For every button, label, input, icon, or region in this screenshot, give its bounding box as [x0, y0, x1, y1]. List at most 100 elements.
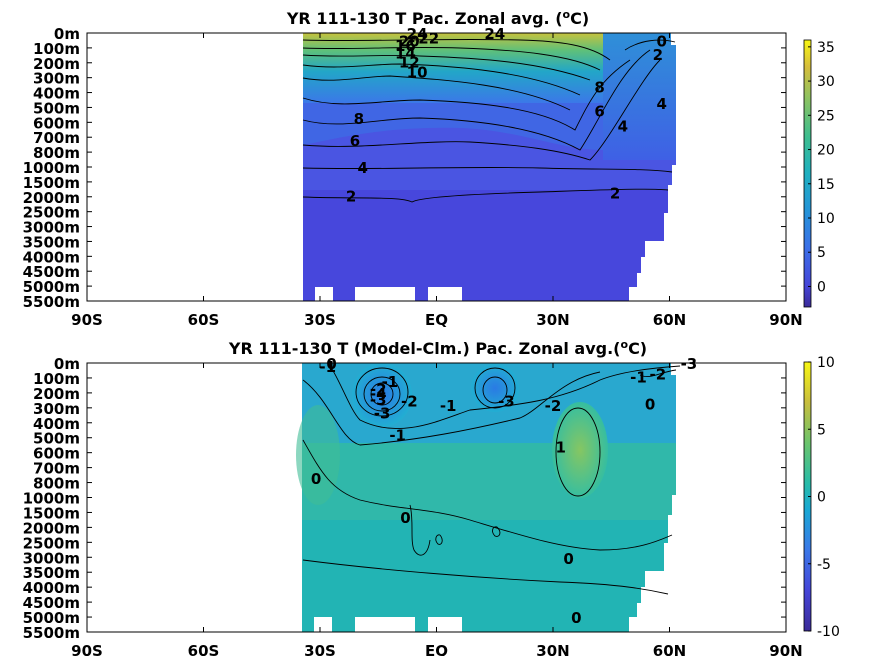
- top-deep-water: [303, 190, 681, 301]
- bottom-title: YR 111-130 T (Model-Clm.) Pac. Zonal avg…: [228, 338, 647, 358]
- bottom-y-axis: 0m100m200m300m400m500m600m700m800m1000m1…: [23, 355, 786, 642]
- top-y-tick-label: 4500m: [23, 263, 80, 281]
- top-colorbar-tick-label: 20: [817, 143, 835, 159]
- top-y-tick-label: 300m: [33, 70, 80, 88]
- bottom-x-axis: 90S 60S 30S EQ 30N 60N 90N: [71, 363, 803, 656]
- top-contour-label: 8: [354, 110, 364, 128]
- top-contour-label: 2: [346, 187, 356, 205]
- top-y-axis: 0m100m200m300m400m500m600m700m800m1000m1…: [23, 25, 786, 311]
- top-y-tick-label: 200m: [33, 55, 80, 73]
- top-y-tick-label: 700m: [33, 129, 80, 147]
- top-colorbar-tick-label: 10: [817, 211, 835, 227]
- bottom-contour-label: 0: [563, 550, 573, 568]
- top-contour-label: 6: [594, 102, 604, 120]
- bottom-y-tick-label: 3000m: [23, 549, 80, 567]
- bottom-y-tick-label: 3500m: [23, 564, 80, 582]
- bottom-x-tick-label: EQ: [425, 642, 448, 656]
- top-contour-label: 4: [357, 159, 367, 177]
- top-x-axis: 90S 60S 30S EQ 30N 60N 90N: [71, 33, 803, 329]
- top-y-tick-label: 2000m: [23, 189, 80, 207]
- top-contour-label: 16: [395, 37, 416, 55]
- top-contour-label: 4: [657, 95, 667, 113]
- top-y-tick-label: 5500m: [23, 293, 80, 311]
- bottom-y-tick-label: 5000m: [23, 609, 80, 627]
- top-contour-label: 8: [594, 79, 604, 97]
- top-contour-label: 4: [618, 117, 628, 135]
- top-title-superscript: o: [563, 8, 571, 21]
- bottom-y-tick-label: 400m: [33, 415, 80, 433]
- bottom-y-tick-label: 1000m: [23, 490, 80, 508]
- bottom-y-tick-label: 4000m: [23, 579, 80, 597]
- top-x-tick-label: 30N: [536, 311, 569, 329]
- bottom-colorbar-ticks: 10 5 0 -5 -10: [808, 355, 840, 640]
- top-north-region: [603, 33, 681, 160]
- bottom-y-tick-label: 300m: [33, 400, 80, 418]
- bottom-y-tick-label: 1500m: [23, 504, 80, 522]
- top-plot-area: [302, 33, 706, 301]
- top-y-tick-label: 1000m: [23, 159, 80, 177]
- bottom-contour-label: -1: [382, 373, 399, 391]
- top-panel: YR 111-130 T Pac. Zonal avg. (oC): [23, 8, 835, 329]
- bottom-mid-layer: [302, 443, 681, 520]
- top-y-tick-label: 3000m: [23, 219, 80, 237]
- bottom-cold-anomaly-south: [352, 363, 412, 427]
- top-y-tick-label: 3500m: [23, 233, 80, 251]
- bottom-y-tick-label: 2500m: [23, 534, 80, 552]
- top-contour-label: 22: [418, 29, 439, 47]
- bottom-cold-anomaly-north: [471, 364, 519, 412]
- bottom-contour-label: 0: [326, 355, 336, 373]
- bottom-x-tick-label: 90S: [71, 642, 103, 656]
- top-colorbar-tick-label: 15: [817, 177, 835, 193]
- bottom-contour-label: -1: [319, 358, 336, 376]
- bottom-y-tick-label: 100m: [33, 370, 80, 388]
- top-colorbar-ticks: 35 30 25 20 15 10 5 0: [808, 40, 835, 295]
- top-y-tick-label: 100m: [33, 40, 80, 58]
- top-contour-label: 6: [350, 132, 360, 150]
- bottom-contour-label: -1: [389, 427, 406, 445]
- bottom-contour-label: 0: [645, 395, 655, 413]
- top-y-tick-label: 5000m: [23, 278, 80, 296]
- bottom-y-tick-label: 700m: [33, 460, 80, 478]
- bottom-y-tick-label: 800m: [33, 475, 80, 493]
- top-colorbar-tick-label: 30: [817, 74, 835, 90]
- top-x-tick-label: 60S: [188, 311, 220, 329]
- top-x-tick-label: 30S: [304, 311, 336, 329]
- top-contour-label: 24: [484, 25, 505, 43]
- bottom-y-tick-label: 2000m: [23, 519, 80, 537]
- bottom-contour-label: 1: [556, 439, 566, 457]
- bottom-colorbar-tick-label: 10: [817, 355, 835, 371]
- bottom-colorbar-tick-label: -10: [817, 624, 840, 640]
- bottom-contour-label: -1: [630, 368, 647, 386]
- bottom-y-tick-label: 0m: [54, 355, 80, 373]
- bottom-colorbar-tick-label: 0: [817, 490, 826, 506]
- top-x-tick-label: 90S: [71, 311, 103, 329]
- top-x-tick-label: 90N: [769, 311, 802, 329]
- top-warm-pool: [303, 33, 603, 103]
- bottom-warm-west: [296, 405, 340, 505]
- top-y-tick-label: 4000m: [23, 248, 80, 266]
- bottom-x-tick-label: 60S: [188, 642, 220, 656]
- top-colorbar-tick-label: 0: [817, 279, 826, 295]
- bottom-contour-label: -3: [370, 391, 387, 409]
- top-y-tick-label: 2500m: [23, 204, 80, 222]
- top-colorbar-tick-label: 5: [817, 245, 826, 261]
- bottom-contours: [302, 365, 681, 595]
- bottom-contour-label: -2: [401, 392, 418, 410]
- bottom-x-tick-label: 90N: [769, 642, 802, 656]
- top-title: YR 111-130 T Pac. Zonal avg. (oC): [286, 8, 589, 28]
- top-x-tick-label: EQ: [425, 311, 448, 329]
- top-bathymetry: [315, 33, 706, 301]
- bottom-contour-label: -3: [498, 392, 515, 410]
- bottom-contour-label: -2: [370, 380, 387, 398]
- top-colorbar: [803, 39, 812, 308]
- top-contour-label: 2: [653, 46, 663, 64]
- top-y-tick-label: 500m: [33, 99, 80, 117]
- bottom-contour-label: -3: [681, 355, 698, 373]
- bottom-x-tick-label: 30N: [536, 642, 569, 656]
- top-thermocline-band: [303, 103, 603, 150]
- bottom-contour-label: 0: [311, 470, 321, 488]
- bottom-panel: YR 111-130 T (Model-Clm.) Pac. Zonal avg…: [23, 338, 840, 656]
- bottom-contour-label: 0: [571, 609, 581, 627]
- bottom-contour-label: -4: [370, 385, 387, 403]
